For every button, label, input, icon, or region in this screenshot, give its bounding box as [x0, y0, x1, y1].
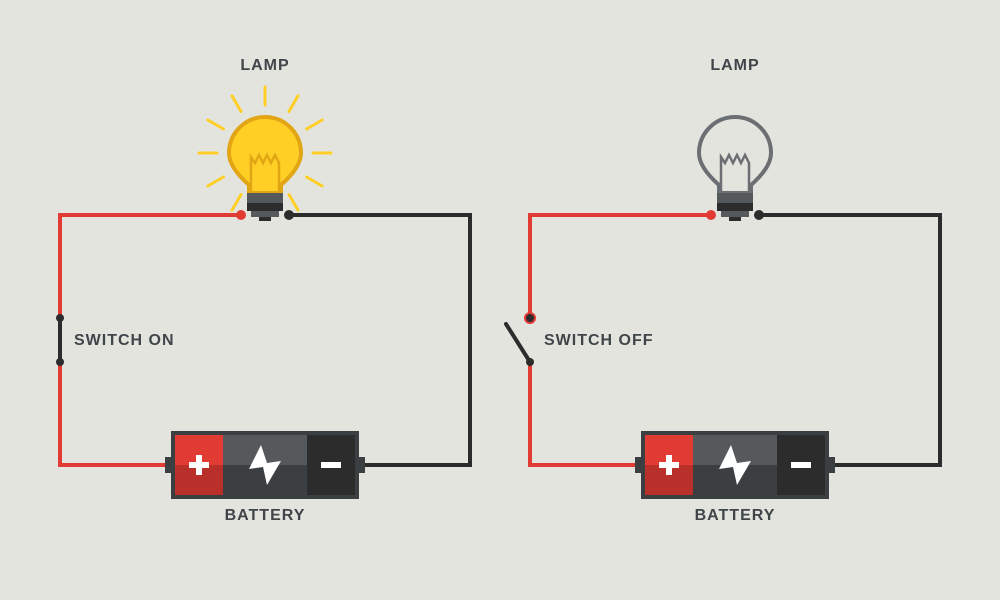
- lamp-label: LAMP: [710, 57, 759, 74]
- switch-label: SWITCH OFF: [544, 332, 654, 349]
- battery: [635, 431, 835, 499]
- battery-label: BATTERY: [225, 507, 306, 524]
- lamp-label: LAMP: [240, 57, 289, 74]
- background: [0, 0, 1000, 600]
- battery: [165, 431, 365, 499]
- battery-label: BATTERY: [695, 507, 776, 524]
- switch-label: SWITCH ON: [74, 332, 175, 349]
